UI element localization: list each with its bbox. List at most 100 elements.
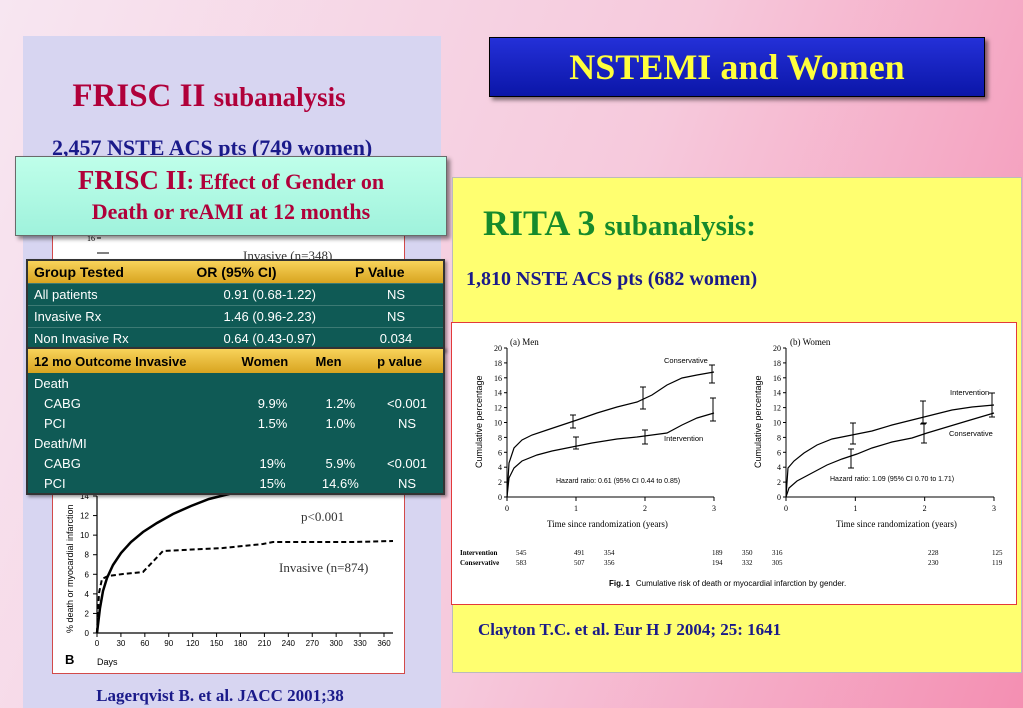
y-tick-label: 6 <box>498 448 502 457</box>
x-tick-label: 330 <box>353 639 367 648</box>
y-tick-label: 8 <box>85 551 90 560</box>
panel-b-x-ticks: 0 1 2 3 <box>784 497 996 513</box>
x-tick-label: 120 <box>186 639 200 648</box>
y-tick-label: 6 <box>777 448 781 457</box>
panel-a-error-bars <box>570 364 716 450</box>
y-tick-label: 16 <box>494 374 502 383</box>
y-tick-label: 20 <box>494 344 502 353</box>
panel-a-x-label: Time since randomization (years) <box>547 519 668 529</box>
x-tick-label: 90 <box>164 639 173 648</box>
slide-title: NSTEMI and Women <box>489 37 985 97</box>
men-intervention-label: Intervention <box>664 434 703 443</box>
group-label-row: Death <box>34 375 69 391</box>
x-tick-label: 150 <box>210 639 224 648</box>
group-table-header: Group Tested OR (95% CI) P Value <box>27 260 444 284</box>
y-tick-label: 14 <box>494 389 502 398</box>
women-intervention-label: Intervention <box>950 388 989 397</box>
panel-letter: B <box>65 652 74 667</box>
frisc-effect-box: FRISC II: Effect of Gender on Death or r… <box>15 156 447 236</box>
table-row: All patients 0.91 (0.68-1.22) NS <box>27 283 444 306</box>
outcome-table-header: 12 mo Outcome Invasive Women Men p value <box>27 348 444 373</box>
svg-text:194: 194 <box>712 559 723 567</box>
men-curve <box>96 540 394 634</box>
x-tick-label: 60 <box>140 639 149 648</box>
panel-b-label: (b) Women <box>790 337 831 347</box>
men-hazard-label: Hazard ratio: 0.61 (95% CI 0.44 to 0.85) <box>556 478 680 485</box>
x-tick-label: 270 <box>306 639 320 648</box>
x-tick-label: 3 <box>712 504 716 513</box>
svg-text:583: 583 <box>516 559 527 567</box>
table-row: Non Invasive Rx 0.64 (0.43-0.97) 0.034 <box>27 327 444 350</box>
table-row: Invasive Rx 1.46 (0.96-2.23) NS <box>27 305 444 328</box>
x-tick-label: 180 <box>234 639 248 648</box>
svg-text:228: 228 <box>928 549 939 557</box>
invasive-label: Invasive (n=874) <box>279 560 368 575</box>
panel-b-y-label: Cumulative percentage <box>753 375 763 468</box>
women-curve <box>95 488 244 634</box>
table-row: PCI 1.5% 1.0% NS <box>44 415 417 431</box>
table-row: CABG 9.9% 1.2% <0.001 <box>44 395 428 411</box>
y-tick-label: 2 <box>85 609 90 618</box>
col-p: P Value <box>349 260 444 284</box>
y-tick-label: 12 <box>494 404 502 413</box>
y-tick-label: 6 <box>85 570 90 579</box>
y-tick-label: 20 <box>773 344 781 353</box>
svg-text:350: 350 <box>742 549 753 557</box>
svg-text:Conservative: Conservative <box>460 559 499 567</box>
y-tick-label: 2 <box>498 478 502 487</box>
panel-a-label: (a) Men <box>510 337 539 347</box>
x-tick-label: 0 <box>505 504 509 513</box>
panel-b-error-bars <box>848 392 995 469</box>
svg-text:356: 356 <box>604 559 615 567</box>
x-tick-label: 300 <box>329 639 343 648</box>
x-tick-label: 360 <box>377 639 391 648</box>
y-tick-label: 4 <box>85 590 90 599</box>
frisc-citation: Lagerqvist B. et al. JACC 2001;38 <box>96 686 344 705</box>
svg-text:189: 189 <box>712 549 723 557</box>
y-tick-label: 2 <box>777 478 781 487</box>
y-tick-label: 10 <box>494 419 502 428</box>
x-tick-label: 2 <box>923 504 927 513</box>
y-ticks: 14 12 10 8 6 4 2 0 <box>80 492 97 638</box>
x-tick-label: 210 <box>258 639 272 648</box>
table-row: CABG 19% 5.9% <0.001 <box>44 455 428 471</box>
x-tick-label: 0 <box>95 639 100 648</box>
women-intervention-curve <box>785 404 995 498</box>
men-intervention-curve <box>506 412 715 498</box>
women-conservative-curve <box>785 412 995 498</box>
x-ticks: 0 30 60 90 120 150 180 210 240 270 300 330 360 <box>95 633 391 648</box>
y-tick-label: 16 <box>773 374 781 383</box>
y-tick-label: 12 <box>773 404 781 413</box>
svg-text:316: 316 <box>772 549 783 557</box>
table-row: PCI 15% 14.6% NS <box>44 475 417 491</box>
svg-text:491: 491 <box>574 549 585 557</box>
svg-text:332: 332 <box>742 559 753 567</box>
frisc-title: FRISC II subanalysis <box>72 78 346 114</box>
x-tick-label: 1 <box>574 504 578 513</box>
x-tick-label: 3 <box>992 504 996 513</box>
y-tick-label: 0 <box>85 629 90 638</box>
y-tick-label: 14 <box>80 492 89 501</box>
panel-b-x-label: Time since randomization (years) <box>836 519 957 529</box>
x-axis-label: Days <box>97 657 118 667</box>
y-tick-label: 18 <box>773 359 781 368</box>
svg-text:119: 119 <box>992 559 1003 567</box>
svg-text:354: 354 <box>604 549 615 557</box>
x-tick-label: 30 <box>116 639 125 648</box>
panel-a-x-ticks: 0 1 2 3 <box>505 497 716 513</box>
rita-title: RITA 3 subanalysis: <box>483 203 756 243</box>
y-tick-label: 0 <box>498 493 502 502</box>
risk-table: Intervention Conservative 545 491 354 18… <box>460 549 1003 567</box>
group-table: Group Tested OR (95% CI) P Value All pat… <box>26 259 445 351</box>
figure-caption: Fig. 1 Cumulative risk of death or myocar… <box>609 579 846 588</box>
svg-text:305: 305 <box>772 559 783 567</box>
svg-text:545: 545 <box>516 549 527 557</box>
x-tick-label: 0 <box>784 504 788 513</box>
y-tick-label: 8 <box>777 433 781 442</box>
col-group: Group Tested <box>27 260 191 284</box>
y-tick-label: 10 <box>773 419 781 428</box>
